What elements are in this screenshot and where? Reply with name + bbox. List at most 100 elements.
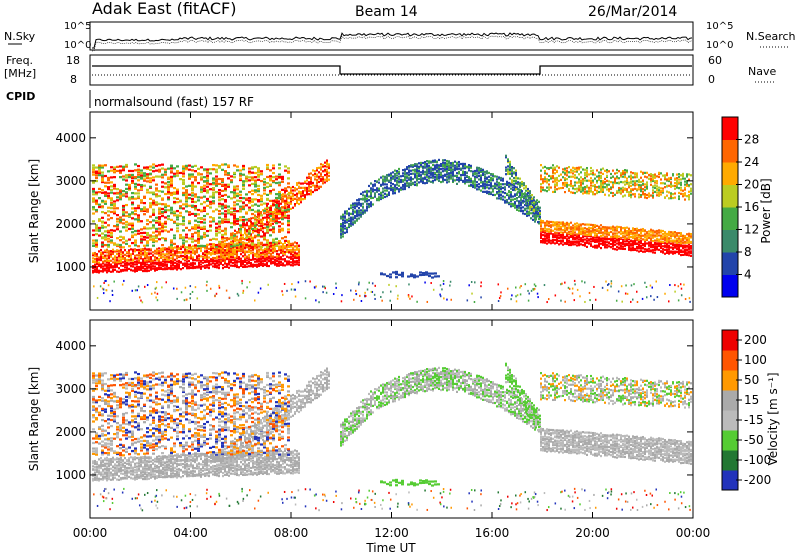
power-cell: [242, 219, 245, 221]
power-cell: [140, 256, 142, 258]
power-cell: [170, 207, 173, 209]
power-cell: [684, 250, 686, 252]
power-cell: [176, 265, 178, 267]
power-cell: [590, 190, 592, 192]
power-cell: [518, 200, 520, 202]
power-cell: [137, 195, 140, 197]
power-cell: [251, 240, 254, 242]
power-cell: [209, 206, 212, 208]
power-cell: [200, 236, 203, 238]
power-cell: [626, 243, 628, 245]
power-cell: [354, 202, 356, 204]
power-cell: [191, 187, 194, 189]
power-cell: [224, 163, 227, 165]
power-cell: [636, 234, 638, 236]
power-cell: [684, 245, 686, 247]
power-cell: [221, 230, 224, 232]
power-cell: [519, 184, 521, 186]
power-cell: [378, 198, 380, 200]
power-cell: [290, 261, 292, 263]
power-cell: [568, 236, 570, 238]
power-cell: [215, 244, 218, 246]
power-cell: [596, 176, 598, 178]
power-cell: [224, 266, 226, 268]
power-cell: [464, 171, 466, 173]
power-cell: [616, 235, 618, 237]
power-cell: [248, 260, 250, 262]
power-cell: [242, 188, 245, 190]
power-cell: [446, 168, 448, 170]
power-cell: [444, 168, 446, 170]
power-cell: [460, 174, 462, 176]
power-cell: [173, 197, 176, 199]
power-cell: [194, 196, 197, 198]
nave-tick-top: 60: [708, 54, 722, 67]
power-cell: [328, 163, 330, 165]
power-cell: [568, 166, 570, 168]
power-cell: [266, 205, 268, 207]
power-cell: [514, 193, 516, 195]
power-cell: [416, 163, 418, 165]
power-cell: [454, 175, 456, 177]
power-cell: [236, 169, 239, 171]
power-cell: [618, 226, 620, 228]
power-cell: [96, 263, 98, 265]
power-cell: [162, 268, 164, 270]
power-cell: [107, 218, 110, 220]
power-cell: [275, 201, 278, 203]
power-cell: [286, 248, 288, 250]
power-cell: [550, 240, 552, 242]
power-cell: [278, 209, 281, 211]
power-cell: [570, 191, 572, 193]
power-cell: [128, 213, 131, 215]
power-cell: [590, 240, 592, 242]
power-cell: [96, 258, 98, 260]
power-cell: [218, 259, 220, 261]
power-cell: [92, 229, 95, 231]
power-cell: [116, 192, 119, 194]
power-cell: [326, 169, 328, 171]
power-cell: [352, 223, 354, 225]
power-cell: [98, 230, 101, 232]
power-cell: [248, 197, 251, 199]
power-cell: [610, 246, 612, 248]
power-cell: [428, 165, 430, 167]
power-cell: [248, 209, 251, 211]
power-cell: [234, 240, 236, 242]
power-cell: [654, 246, 656, 248]
power-cell: [149, 177, 152, 179]
power-cell: [275, 193, 278, 195]
power-cell: [200, 186, 203, 188]
power-cell: [560, 187, 562, 189]
power-cell: [110, 197, 113, 199]
power-cell: [636, 230, 638, 232]
power-cell: [590, 238, 592, 240]
power-cell: [227, 196, 230, 198]
power-cell: [474, 180, 476, 182]
power-cell: [648, 245, 650, 247]
power-cell: [484, 171, 486, 173]
power-cell: [167, 181, 170, 183]
power-cell: [686, 233, 688, 235]
power-cell: [122, 169, 125, 171]
power-cell: [382, 175, 384, 177]
power-cell: [197, 209, 200, 211]
power-cell: [244, 250, 246, 252]
power-cell: [275, 245, 278, 247]
power-cell: [594, 224, 596, 226]
power-cell: [652, 232, 654, 234]
power-cell: [458, 161, 460, 163]
power-cell: [566, 170, 568, 172]
power-cell: [660, 250, 662, 252]
power-cell: [684, 241, 686, 243]
power-cell: [686, 242, 688, 244]
power-cell: [209, 221, 212, 223]
power-cell: [320, 175, 322, 177]
power-cell: [674, 244, 676, 246]
power-cell: [110, 263, 112, 265]
power-cell: [510, 191, 512, 193]
power-cell: [328, 179, 330, 181]
power-cell: [556, 225, 558, 227]
power-cell: [106, 255, 108, 257]
power-cell: [197, 234, 200, 236]
